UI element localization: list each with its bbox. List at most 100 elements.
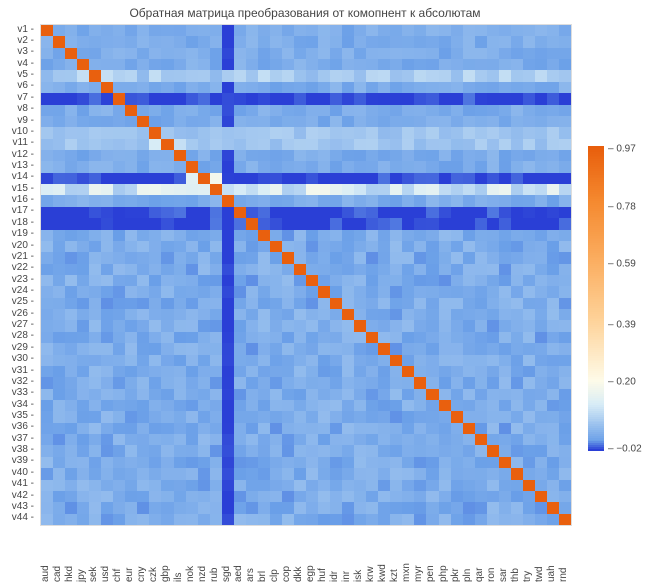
- heatmap-cell: [535, 457, 547, 468]
- heatmap-cell: [161, 173, 173, 184]
- heatmap-cell: [258, 105, 270, 116]
- heatmap-cell: [366, 286, 378, 297]
- heatmap-cell: [246, 480, 258, 491]
- heatmap-cell: [354, 241, 366, 252]
- heatmap-cell: [210, 184, 222, 195]
- heatmap-cell: [511, 320, 523, 331]
- heatmap-cell: [390, 25, 402, 36]
- heatmap-cell: [198, 207, 210, 218]
- heatmap-cell: [378, 241, 390, 252]
- heatmap-cell: [246, 400, 258, 411]
- heatmap-cell: [499, 389, 511, 400]
- heatmap-cell: [210, 252, 222, 263]
- heatmap-cell: [53, 343, 65, 354]
- heatmap-cell: [463, 286, 475, 297]
- heatmap-cell: [559, 173, 571, 184]
- heatmap-cell: [234, 70, 246, 81]
- heatmap-cell: [186, 423, 198, 434]
- heatmap-cell: [523, 184, 535, 195]
- heatmap-cell: [414, 480, 426, 491]
- heatmap-cell: [125, 355, 137, 366]
- heatmap-cell: [53, 173, 65, 184]
- heatmap-cell: [306, 195, 318, 206]
- heatmap-cell: [523, 275, 535, 286]
- heatmap-cell: [149, 434, 161, 445]
- heatmap-cell: [499, 195, 511, 206]
- heatmap-cell: [390, 502, 402, 513]
- heatmap-cell: [186, 366, 198, 377]
- heatmap-cell: [222, 389, 234, 400]
- y-axis-label: v6 -: [0, 81, 38, 91]
- heatmap-cell: [234, 298, 246, 309]
- heatmap-cell: [210, 116, 222, 127]
- heatmap-cell: [547, 434, 559, 445]
- heatmap-cell: [318, 434, 330, 445]
- heatmap-cell: [439, 59, 451, 70]
- heatmap-cell: [53, 48, 65, 59]
- heatmap-cell: [41, 389, 53, 400]
- heatmap-cell: [451, 25, 463, 36]
- heatmap-cell: [318, 298, 330, 309]
- heatmap-cell: [318, 468, 330, 479]
- heatmap-cell: [137, 343, 149, 354]
- heatmap-cell: [354, 286, 366, 297]
- heatmap-cell: [186, 343, 198, 354]
- x-axis-labels: audcadhkdjpysekusdchfeurcnyczkgbpilsnokn…: [40, 526, 570, 582]
- heatmap-cell: [306, 150, 318, 161]
- heatmap-cell: [113, 116, 125, 127]
- heatmap-cell: [234, 423, 246, 434]
- heatmap-cell: [161, 207, 173, 218]
- heatmap-cell: [101, 457, 113, 468]
- heatmap-cell: [523, 491, 535, 502]
- heatmap-cell: [282, 445, 294, 456]
- heatmap-cell: [439, 25, 451, 36]
- heatmap-cell: [318, 195, 330, 206]
- heatmap-cell: [342, 230, 354, 241]
- heatmap-cell: [41, 36, 53, 47]
- heatmap-cell: [77, 150, 89, 161]
- heatmap-cell: [246, 320, 258, 331]
- heatmap-cell: [222, 400, 234, 411]
- heatmap-cell: [113, 400, 125, 411]
- heatmap-cell: [210, 241, 222, 252]
- heatmap-cell: [125, 105, 137, 116]
- heatmap-cell: [198, 184, 210, 195]
- heatmap-cell: [439, 309, 451, 320]
- heatmap-cell: [294, 218, 306, 229]
- heatmap-cell: [390, 298, 402, 309]
- heatmap-cell: [65, 105, 77, 116]
- heatmap-cell: [475, 445, 487, 456]
- heatmap-cell: [198, 434, 210, 445]
- heatmap-cell: [41, 161, 53, 172]
- heatmap-cell: [414, 411, 426, 422]
- heatmap-cell: [258, 434, 270, 445]
- heatmap-cell: [65, 195, 77, 206]
- y-axis-label: v30 -: [0, 354, 38, 364]
- heatmap-cell: [547, 252, 559, 263]
- heatmap-cell: [234, 195, 246, 206]
- heatmap-cell: [426, 207, 438, 218]
- heatmap-cell: [487, 264, 499, 275]
- heatmap-cell: [499, 116, 511, 127]
- heatmap-cell: [174, 195, 186, 206]
- heatmap-cell: [101, 173, 113, 184]
- y-axis-label: v42 -: [0, 491, 38, 501]
- heatmap-cell: [426, 264, 438, 275]
- heatmap-cell: [270, 468, 282, 479]
- heatmap-cell: [426, 445, 438, 456]
- heatmap-cell: [366, 343, 378, 354]
- heatmap-cell: [222, 230, 234, 241]
- heatmap-cell: [101, 320, 113, 331]
- heatmap-cell: [125, 491, 137, 502]
- heatmap-cell: [511, 59, 523, 70]
- heatmap-cell: [65, 298, 77, 309]
- heatmap-cell: [402, 218, 414, 229]
- heatmap-cell: [186, 514, 198, 525]
- heatmap-cell: [487, 502, 499, 513]
- heatmap-cell: [499, 434, 511, 445]
- heatmap-cell: [499, 105, 511, 116]
- heatmap-cell: [53, 105, 65, 116]
- heatmap-cell: [294, 127, 306, 138]
- heatmap-cell: [499, 161, 511, 172]
- heatmap-cell: [101, 343, 113, 354]
